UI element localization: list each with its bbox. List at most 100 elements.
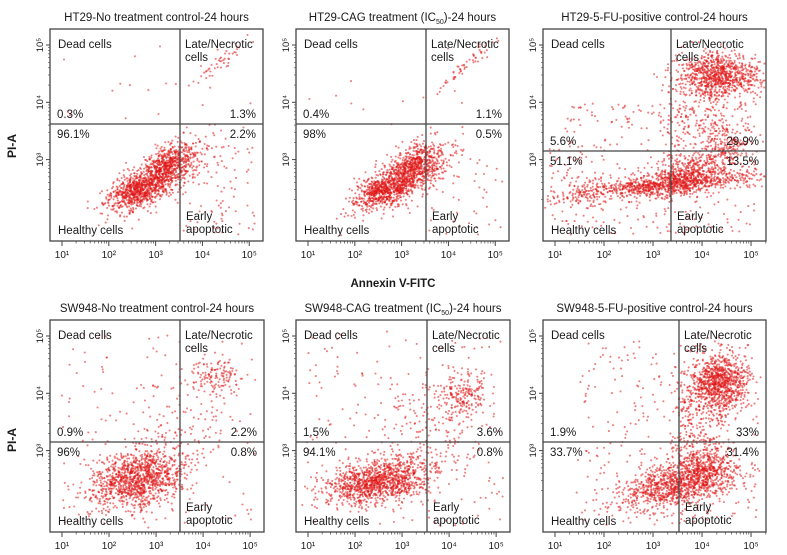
data-point — [152, 163, 155, 166]
data-point — [190, 148, 193, 151]
data-point — [180, 163, 183, 166]
data-point — [365, 210, 368, 213]
data-point — [355, 201, 358, 204]
data-point — [399, 184, 402, 187]
data-point — [183, 143, 186, 146]
data-point — [215, 199, 218, 202]
data-point — [374, 166, 377, 169]
data-point — [721, 76, 724, 79]
data-point — [417, 167, 420, 170]
data-point — [161, 165, 164, 169]
data-point — [364, 209, 367, 212]
data-point — [165, 82, 168, 85]
data-point — [187, 146, 190, 149]
data-point — [735, 176, 738, 179]
data-point — [572, 188, 575, 191]
data-point — [710, 71, 713, 74]
data-point — [678, 83, 681, 86]
data-point — [121, 182, 124, 185]
data-point — [136, 185, 139, 188]
data-point — [596, 195, 599, 198]
data-point — [722, 59, 725, 62]
data-point — [407, 188, 410, 191]
data-point — [146, 198, 149, 202]
data-point — [354, 192, 357, 195]
data-point — [149, 212, 152, 215]
data-point — [407, 151, 410, 154]
data-point — [160, 145, 163, 148]
data-point — [134, 207, 138, 210]
data-point — [167, 140, 170, 143]
data-point — [382, 192, 385, 196]
data-point — [378, 170, 381, 173]
data-point — [161, 155, 164, 159]
data-point — [397, 191, 401, 194]
data-point — [116, 197, 119, 200]
data-point — [718, 88, 721, 91]
data-point — [414, 172, 417, 175]
data-point — [714, 79, 717, 82]
data-point — [170, 167, 174, 170]
data-point — [441, 177, 444, 180]
data-point — [610, 184, 613, 187]
data-point — [606, 190, 609, 194]
data-point — [381, 175, 384, 178]
data-point — [719, 184, 722, 187]
data-point — [162, 149, 165, 152]
data-point — [399, 176, 402, 179]
data-point — [624, 191, 627, 194]
data-point — [754, 53, 757, 56]
data-point — [162, 186, 165, 189]
data-point — [131, 227, 134, 230]
data-point — [713, 182, 716, 186]
data-point — [415, 152, 418, 155]
data-point — [189, 157, 192, 160]
data-point — [414, 162, 417, 166]
data-point — [401, 140, 404, 143]
data-point — [361, 209, 364, 212]
data-point — [736, 70, 739, 73]
data-point — [434, 179, 437, 183]
data-point — [340, 213, 343, 216]
data-point — [630, 189, 633, 192]
data-point — [158, 167, 161, 171]
data-point — [421, 174, 425, 177]
data-point — [468, 58, 471, 61]
data-point — [746, 69, 749, 72]
data-point — [219, 155, 222, 158]
data-point — [562, 194, 565, 197]
data-point — [220, 217, 223, 220]
data-point — [700, 62, 703, 66]
data-point — [430, 164, 434, 167]
data-point — [714, 73, 717, 76]
data-point — [119, 193, 122, 196]
data-point — [196, 173, 199, 176]
data-point — [403, 178, 406, 181]
data-point — [219, 66, 223, 69]
data-point — [741, 69, 744, 72]
data-point — [171, 191, 174, 194]
data-point — [86, 200, 89, 203]
data-point — [391, 208, 394, 211]
data-point — [123, 215, 126, 218]
data-point — [625, 194, 628, 197]
data-point — [119, 186, 122, 189]
data-point — [408, 180, 411, 183]
data-point — [352, 213, 355, 216]
data-point — [726, 95, 730, 98]
data-point — [705, 86, 708, 89]
data-point — [235, 176, 238, 179]
data-point — [413, 167, 416, 170]
data-point — [368, 208, 371, 211]
data-point — [619, 196, 622, 199]
data-point — [453, 77, 456, 80]
data-point — [439, 165, 442, 168]
data-point — [400, 172, 403, 175]
data-point — [105, 196, 108, 199]
data-point — [615, 182, 618, 185]
data-point — [630, 179, 633, 182]
data-point — [736, 171, 739, 174]
data-point — [719, 68, 722, 71]
data-point — [668, 85, 671, 88]
data-point — [421, 188, 424, 191]
